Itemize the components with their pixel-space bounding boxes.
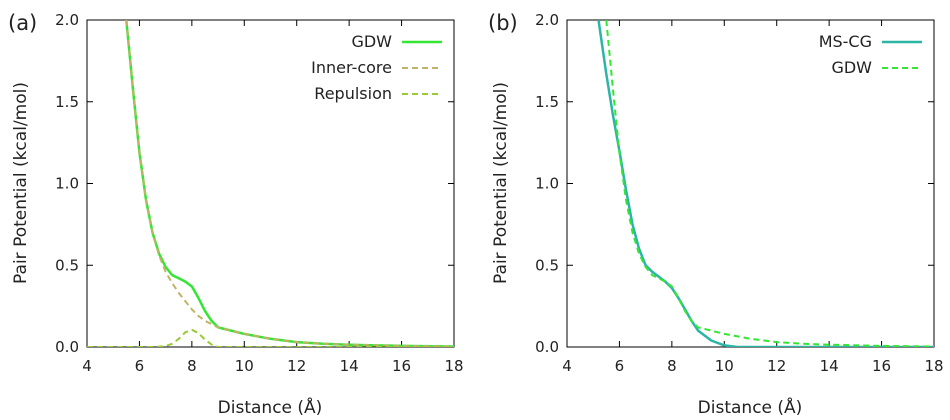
y-tick-label: 1.5 — [535, 93, 559, 111]
y-tick-label: 1.0 — [55, 175, 79, 193]
axis-ticks-b: 4 6 8 10 12 14 16 18 0.0 0.5 1.0 1.5 2.0 — [535, 11, 943, 375]
x-tick-label: 14 — [820, 357, 839, 375]
x-tick-label: 10 — [715, 357, 734, 375]
y-tick-label: 2.0 — [535, 11, 559, 29]
y-tick-label: 0.0 — [535, 338, 559, 356]
x-tick-label: 18 — [444, 357, 463, 375]
y-tick-label: 1.5 — [55, 93, 79, 111]
legend-label: GDW — [831, 58, 872, 77]
plot-frame-b — [566, 19, 935, 348]
x-tick-label: 6 — [615, 357, 625, 375]
y-tick-label: 0.5 — [55, 256, 79, 274]
plot-frame-a — [86, 19, 455, 348]
x-tick-label: 8 — [667, 357, 677, 375]
legend-label: GDW — [351, 32, 392, 51]
x-tick-label: 6 — [135, 357, 145, 375]
x-tick-label: 16 — [872, 357, 891, 375]
y-tick-label: 0.0 — [55, 338, 79, 356]
panel-b: 4 6 8 10 12 14 16 18 0.0 0.5 1.0 1.5 2.0 MS-CG GDW (b… — [488, 11, 944, 418]
legend-label: Inner-core — [311, 58, 392, 77]
y-tick-label: 1.0 — [535, 175, 559, 193]
x-tick-label: 12 — [287, 357, 306, 375]
axis-ticks-a: 4 6 8 10 12 14 16 18 0.0 0.5 1.0 1.5 2.0 — [55, 11, 463, 375]
y-axis-title-a: Pair Potential (kcal/mol) — [11, 82, 31, 284]
y-tick-label: 0.5 — [535, 256, 559, 274]
panel-a: 4 6 8 10 12 14 16 18 0.0 0.5 1.0 1.5 2.0 GDW Inner-co… — [8, 11, 464, 418]
series-line-inner-core — [125, 20, 454, 347]
x-tick-label: 8 — [187, 357, 197, 375]
legend-label: MS-CG — [819, 32, 872, 51]
legend-label: Repulsion — [314, 84, 392, 103]
x-tick-label: 4 — [562, 357, 572, 375]
panel-label-b: (b) — [488, 11, 518, 35]
x-tick-label: 10 — [235, 357, 254, 375]
panel-label-a: (a) — [8, 11, 37, 35]
x-tick-label: 18 — [924, 357, 943, 375]
plot-area-a — [87, 20, 454, 347]
x-axis-title-b: Distance (Å) — [698, 396, 803, 418]
legend-a: GDW Inner-core Repulsion — [311, 32, 442, 103]
x-tick-label: 12 — [767, 357, 786, 375]
y-axis-title-b: Pair Potential (kcal/mol) — [491, 82, 511, 284]
x-axis-title-a: Distance (Å) — [218, 396, 323, 418]
x-tick-label: 14 — [340, 357, 359, 375]
x-tick-label: 4 — [82, 357, 92, 375]
series-line-gdw — [605, 20, 934, 347]
y-tick-label: 2.0 — [55, 11, 79, 29]
legend-b: MS-CG GDW — [819, 32, 922, 77]
x-tick-label: 16 — [392, 357, 411, 375]
plot-area-b — [597, 20, 934, 347]
series-line-ms-cg — [597, 20, 934, 347]
